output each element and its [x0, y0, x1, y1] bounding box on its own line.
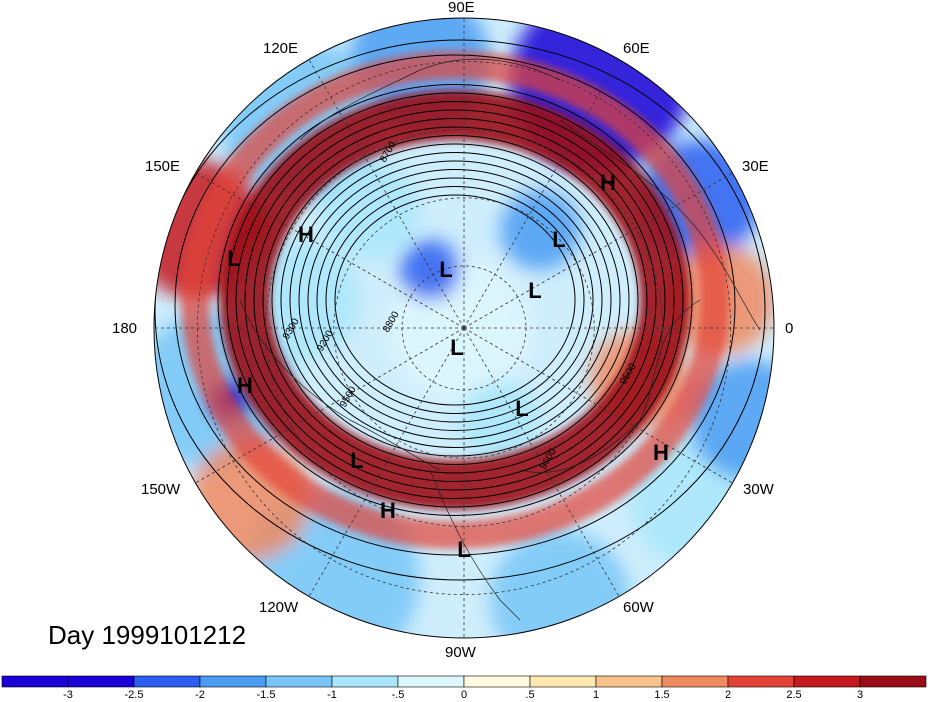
- colorbar-swatch: [1, 675, 69, 688]
- colorbar-swatch: [397, 675, 465, 688]
- colorbar-tick-label: 2.5: [786, 689, 802, 701]
- pressure-center-l: L: [439, 257, 452, 282]
- height-contour: [217, 84, 693, 516]
- lon-label-0: 0: [785, 320, 794, 337]
- lon-label-60w: 60W: [623, 599, 654, 616]
- colorbar-tick-label: 1: [592, 689, 600, 701]
- colorbar-swatch: [727, 675, 795, 688]
- height-contour: [174, 54, 736, 556]
- pressure-center-h: H: [237, 373, 253, 398]
- height-contour: [226, 92, 684, 508]
- height-contour: [262, 126, 648, 474]
- colorbar-swatch: [661, 675, 729, 688]
- pressure-center-l: L: [515, 396, 528, 421]
- colorbar-swatch: [199, 675, 267, 688]
- lon-label-90e: 90E: [448, 0, 475, 16]
- pressure-center-h: H: [653, 440, 669, 465]
- meridian-line: [463, 59, 620, 329]
- colorbar-tick-label: .5: [525, 689, 535, 701]
- height-contour: [334, 194, 576, 406]
- pressure-center-l: L: [227, 246, 240, 271]
- height-contour: [316, 177, 594, 423]
- meridian-line: [308, 59, 465, 329]
- coastline: [429, 469, 521, 621]
- colorbar-tick-label: -2: [195, 689, 205, 701]
- height-contour: [325, 186, 585, 414]
- pressure-center-l: L: [457, 537, 470, 562]
- height-contour: [289, 152, 621, 448]
- colorbar-tick-label: -2.5: [124, 689, 144, 701]
- colorbar-swatch: [331, 675, 399, 688]
- colorbar-swatch: [793, 675, 861, 688]
- height-contour: [298, 160, 612, 440]
- colorbar-swatch: [67, 675, 135, 688]
- pressure-center-h: H: [298, 222, 314, 247]
- colorbar-swatch: [265, 675, 333, 688]
- pressure-center-l: L: [350, 448, 363, 473]
- pressure-center-l: L: [528, 278, 541, 303]
- meridian-line: [195, 172, 465, 329]
- pressure-center-l: L: [552, 227, 565, 252]
- coastline: [559, 119, 761, 331]
- pressure-center-h: H: [380, 498, 396, 523]
- anomaly-blob: [320, 160, 420, 260]
- colorbar-swatch: [133, 675, 201, 688]
- meridian-line: [463, 172, 733, 329]
- lon-label-180: 180: [112, 320, 138, 337]
- lon-label-120e: 120E: [263, 40, 299, 57]
- height-contour: [235, 101, 675, 499]
- colorbar-tick-label: -1.5: [256, 689, 276, 701]
- colorbar-tick-label: -1: [327, 689, 337, 701]
- coastline: [299, 58, 561, 141]
- pressure-center-l: L: [450, 335, 463, 360]
- colorbar-tick-label: -3: [63, 689, 73, 701]
- height-contour: [307, 169, 603, 431]
- meridian-line: [463, 327, 733, 484]
- colorbar-swatch: [463, 675, 531, 688]
- height-contour: [244, 109, 666, 491]
- lon-label-150e: 150E: [145, 158, 181, 175]
- colorbar-tick-label: 2: [724, 689, 732, 701]
- anomaly-blob: [460, 380, 540, 460]
- colorbar-swatch: [595, 675, 663, 688]
- lon-label-30w: 30W: [743, 481, 774, 498]
- colorbar-swatch: [529, 675, 597, 688]
- latitude-circle: [333, 197, 595, 459]
- lon-label-90w: 90W: [445, 644, 476, 661]
- date-label: Day 1999101212: [48, 620, 247, 650]
- anomaly-field: [154, 18, 774, 638]
- lon-label-150w: 150W: [141, 481, 181, 498]
- height-contour: [253, 118, 657, 482]
- colorbar-tick-label: 0: [460, 689, 468, 701]
- anomaly-blob: [690, 360, 774, 480]
- lon-label-30e: 30E: [742, 158, 769, 175]
- map-boundary: [153, 17, 775, 639]
- colorbar-swatch: [859, 675, 927, 688]
- height-contour: [271, 135, 639, 465]
- colorbar-tick-label: -.5: [391, 689, 405, 701]
- meridian-line: [195, 327, 465, 484]
- anomaly-blob: [490, 530, 630, 638]
- graticule: [154, 18, 774, 638]
- pressure-center-h: H: [600, 170, 616, 195]
- meridian-line: [463, 327, 620, 597]
- anomaly-blob: [400, 240, 460, 300]
- meridian-line: [308, 327, 465, 597]
- colorbar-tick-label: 1.5: [654, 689, 670, 701]
- colorbar-tick-label: 3: [856, 689, 864, 701]
- height-contour: [280, 143, 630, 457]
- lon-label-120w: 120W: [259, 599, 299, 616]
- coastline: [519, 299, 701, 473]
- anomaly-ring: [181, 51, 729, 549]
- colorbar: [1, 675, 927, 688]
- lon-label-60e: 60E: [623, 40, 650, 57]
- coastline: [239, 299, 441, 471]
